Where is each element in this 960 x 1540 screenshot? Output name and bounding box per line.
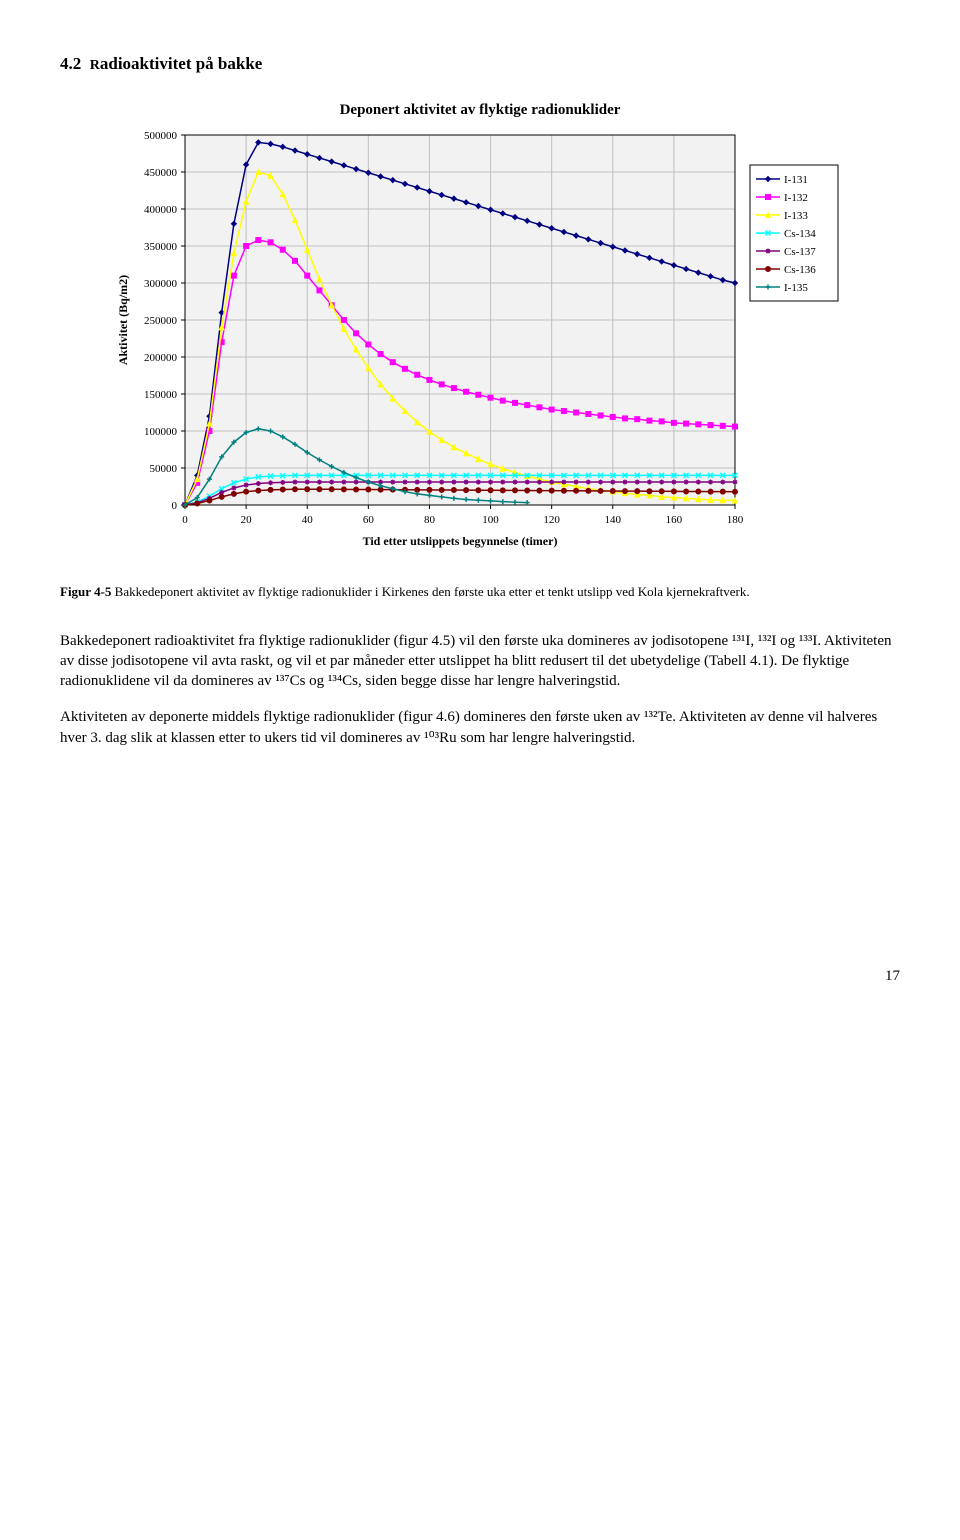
svg-text:100000: 100000 xyxy=(144,426,178,438)
svg-text:500000: 500000 xyxy=(144,130,178,142)
svg-text:20: 20 xyxy=(241,514,253,526)
section-initial: R xyxy=(90,58,100,73)
svg-text:0: 0 xyxy=(172,500,178,512)
section-heading: 4.2 Radioaktivitet på bakke xyxy=(60,54,900,74)
svg-text:Cs-134: Cs-134 xyxy=(784,228,816,240)
svg-text:Cs-137: Cs-137 xyxy=(784,246,816,258)
caption-text: Bakkedeponert aktivitet av flyktige radi… xyxy=(111,584,749,599)
svg-text:180: 180 xyxy=(727,514,744,526)
svg-text:I-131: I-131 xyxy=(784,174,808,186)
svg-text:60: 60 xyxy=(363,514,375,526)
svg-text:80: 80 xyxy=(424,514,436,526)
page-number: 17 xyxy=(60,968,900,985)
svg-text:50000: 50000 xyxy=(150,463,178,475)
svg-text:I-135: I-135 xyxy=(784,282,808,294)
svg-text:100: 100 xyxy=(482,514,499,526)
svg-text:0: 0 xyxy=(182,514,188,526)
svg-text:150000: 150000 xyxy=(144,389,178,401)
svg-text:120: 120 xyxy=(543,514,560,526)
svg-text:Tid etter utslippets begynnels: Tid etter utslippets begynnelse (timer) xyxy=(363,534,558,548)
svg-text:300000: 300000 xyxy=(144,278,178,290)
svg-text:350000: 350000 xyxy=(144,241,178,253)
svg-text:40: 40 xyxy=(302,514,314,526)
chart-title: Deponert aktivitet av flyktige radionukl… xyxy=(60,102,900,119)
svg-text:160: 160 xyxy=(666,514,683,526)
svg-text:Cs-136: Cs-136 xyxy=(784,264,816,276)
svg-text:250000: 250000 xyxy=(144,315,178,327)
body-paragraph-2: Aktiviteten av deponerte middels flyktig… xyxy=(60,707,900,748)
svg-text:Aktivitet (Bq/m2): Aktivitet (Bq/m2) xyxy=(116,275,130,365)
svg-text:I-133: I-133 xyxy=(784,210,808,222)
svg-text:200000: 200000 xyxy=(144,352,178,364)
chart-container: 0 50000 100000 150000 200000 250000 300000 3500… xyxy=(105,125,855,565)
svg-text:I-132: I-132 xyxy=(784,192,808,204)
line-chart: 0 50000 100000 150000 200000 250000 300000 3500… xyxy=(105,125,855,565)
body-paragraph-1: Bakkedeponert radioaktivitet fra flyktig… xyxy=(60,631,900,692)
svg-text:140: 140 xyxy=(605,514,622,526)
caption-label: Figur 4-5 xyxy=(60,584,111,599)
figure-caption: Figur 4-5 Bakkedeponert aktivitet av fly… xyxy=(60,583,900,601)
section-rest: adioaktivitet på bakke xyxy=(100,54,262,73)
section-number: 4.2 xyxy=(60,54,81,73)
svg-text:450000: 450000 xyxy=(144,167,178,179)
svg-text:400000: 400000 xyxy=(144,204,178,216)
